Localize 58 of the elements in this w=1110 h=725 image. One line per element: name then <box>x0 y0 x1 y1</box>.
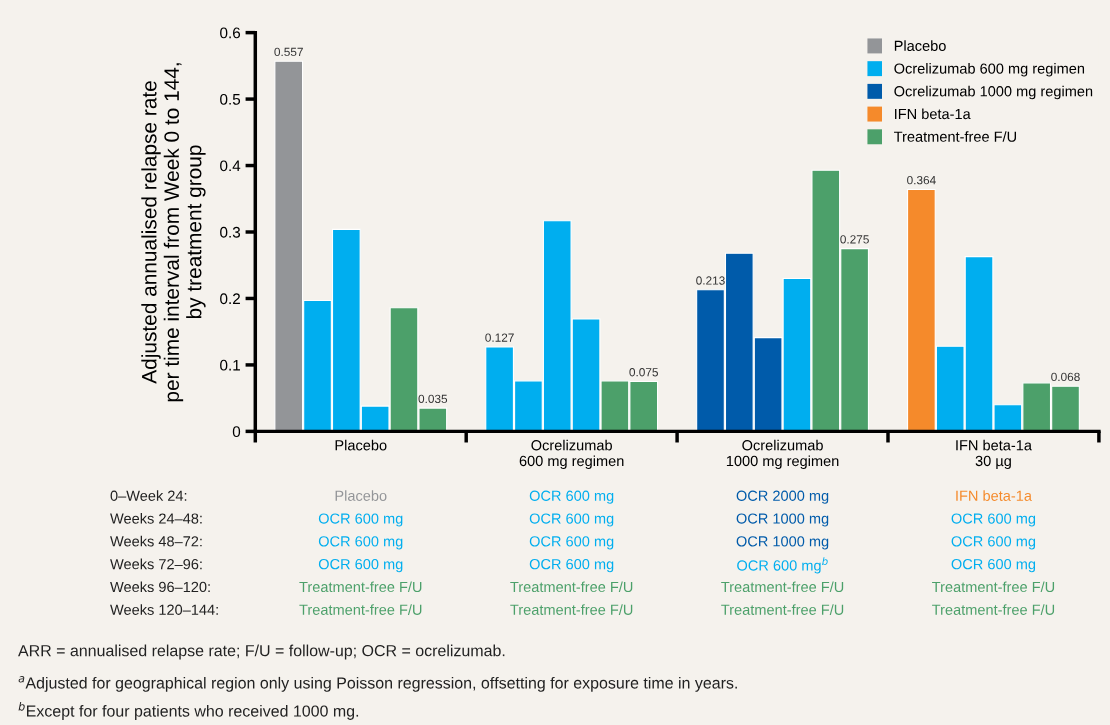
text: Treatment-free F/U <box>721 581 844 593</box>
text: OCR 600 mg <box>951 558 1036 573</box>
text: OCR 600 mg <box>318 558 403 573</box>
text: ARR = annualised relapse rate; F/U = follow-up; OCR = ocrelizumab. <box>18 644 505 660</box>
text: IFN beta-1a <box>956 490 1032 501</box>
data-label: 0.364 <box>907 176 936 185</box>
y-tick-label: 0.6 <box>220 27 241 39</box>
text: OCR 600 mg <box>318 513 403 527</box>
text: OCR 600 mg <box>529 513 614 527</box>
text: 0–Week 24: <box>110 490 187 501</box>
data-label: 0.275 <box>840 235 869 244</box>
x-tick-label: Placebo <box>335 439 387 451</box>
text: OCR 2000 mg <box>736 490 829 504</box>
text: OCR 600 mg$^{b}$ <box>737 557 828 574</box>
text: Weeks 96–120: <box>110 581 210 593</box>
text: Treatment-free F/U <box>932 604 1055 615</box>
text: $^{a}$Adjusted for geographical region only using Poisson regression, offsetting for exposure time in years. <box>18 676 737 692</box>
text: OCR 600 mg <box>529 558 614 573</box>
text: Weeks 24–48: <box>110 513 202 524</box>
text: OCR 600 mg <box>529 536 614 550</box>
y-axis-title: Adjusted annualised relapse rate per time interval from Week 0 to 144, by treatment group <box>141 63 206 402</box>
text: Weeks 120–144: <box>110 604 218 615</box>
y-tick-label: 0 <box>232 426 241 438</box>
text: Treatment-free F/U <box>932 581 1055 593</box>
text: Weeks 48–72: <box>110 535 202 547</box>
data-label: 0.127 <box>485 333 514 342</box>
x-tick-label: Ocrelizumab 600 mg regimen <box>519 439 624 470</box>
legend-label: Placebo <box>894 40 946 51</box>
text: OCR 600 mg <box>951 513 1036 527</box>
text: OCR 600 mg <box>318 536 403 550</box>
text: OCR 1000 mg <box>736 536 829 550</box>
data-label: 0.035 <box>418 394 448 403</box>
data-label: 0.213 <box>696 276 725 285</box>
text: Treatment-free F/U <box>721 604 844 615</box>
y-tick-label: 0.3 <box>220 226 241 238</box>
y-tick-label: 0.2 <box>220 293 240 305</box>
data-label: 0.557 <box>274 47 303 57</box>
text: OCR 1000 mg <box>736 513 829 527</box>
y-tick-label: 0.4 <box>220 160 241 172</box>
legend-label: IFN beta-1a <box>895 108 971 120</box>
text: OCR 600 mg <box>951 536 1036 550</box>
x-tick-label: Ocrelizumab 1000 mg regimen <box>726 439 839 470</box>
legend-label: Ocrelizumab 1000 mg regimen <box>894 85 1093 100</box>
x-tick-label: IFN beta-1a 30 µg <box>956 439 1032 470</box>
legend-label: Treatment-free F/U <box>894 131 1016 142</box>
text: Treatment-free F/U <box>510 581 633 593</box>
data-label: 0.075 <box>629 368 658 377</box>
data-label: 0.068 <box>1051 372 1080 382</box>
y-tick-label: 0.5 <box>220 93 241 105</box>
text: Treatment-free F/U <box>299 581 422 593</box>
text: Placebo <box>335 490 387 501</box>
text: $^{b}$Except for four patients who received 1000 mg. <box>18 701 359 720</box>
text: Treatment-free F/U <box>299 604 422 615</box>
legend-label: Ocrelizumab 600 mg regimen <box>894 63 1085 77</box>
text: OCR 600 mg <box>529 490 614 504</box>
text: Treatment-free F/U <box>510 604 633 615</box>
text: Weeks 72–96: <box>110 558 202 570</box>
y-tick-label: 0.1 <box>220 359 240 371</box>
